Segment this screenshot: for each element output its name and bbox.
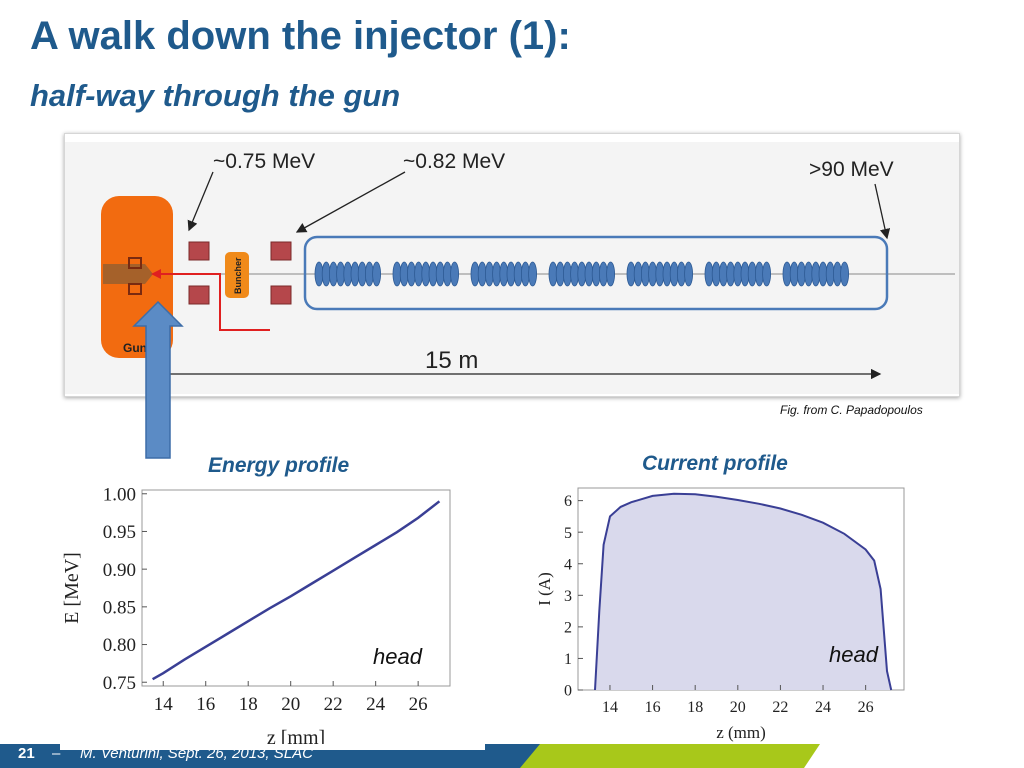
x-tick-label: 14 (154, 694, 174, 715)
x-tick-label: 26 (858, 699, 874, 716)
slide-title: A walk down the injector (1): (30, 14, 571, 58)
injector-diagram: Gun Buncher ~0.75 MeV ~0.82 MeV >90 MeV … (64, 133, 960, 397)
arrow-90 (874, 183, 891, 240)
cavity-cell (350, 261, 360, 287)
laser-path (155, 273, 270, 331)
cavity-cell (442, 261, 452, 287)
x-tick-label: 14 (602, 699, 618, 716)
magnet-1-bottom (188, 285, 210, 305)
x-tick-label: 24 (815, 699, 831, 716)
laser-arrowhead (151, 269, 161, 279)
label-90-mev: >90 MeV (809, 158, 894, 181)
energy-plot-title: Energy profile (208, 454, 350, 477)
buncher-label: Buncher (233, 257, 243, 294)
x-tick-label: 16 (196, 694, 215, 715)
footer-bar (0, 744, 820, 768)
y-tick-label: 0.90 (103, 560, 136, 581)
current-line (594, 492, 893, 691)
footer-separator: – (52, 745, 61, 762)
y-tick-label: 5 (564, 525, 572, 542)
length-label: 15 m (425, 347, 478, 374)
y-tick-label: 2 (564, 619, 572, 636)
magnet-1-top (188, 241, 210, 261)
linac-cavities (314, 261, 849, 287)
cavity-cell (343, 261, 353, 287)
y-axis-label: E [MeV] (61, 552, 83, 624)
x-tick-label: 22 (324, 694, 343, 715)
y-tick-label: 1 (564, 651, 572, 668)
x-axis-label: z (mm) (716, 723, 766, 742)
cavity-cell (506, 261, 516, 287)
y-tick-label: 0 (564, 683, 572, 700)
arrow-082 (295, 171, 406, 233)
gun-coil-top (128, 257, 142, 269)
cavity-cell (428, 261, 438, 287)
cavity-cell (528, 261, 538, 287)
current-profile-chart: 14 16 18 20 22 24 26 0 1 2 3 4 5 6 z (mm) I (A) head (535, 487, 905, 742)
magnet-2-bottom (270, 285, 292, 305)
cavity-cell (450, 261, 460, 287)
cavity-cell (606, 261, 615, 287)
gun-label: Gun (123, 341, 147, 355)
energy-profile-chart: 14 16 18 20 22 24 26 1.00 0.95 0.90 0.85 0.80 0.75 z … (61, 484, 451, 744)
y-tick-label: 0.75 (103, 673, 136, 694)
current-area-fill (595, 493, 892, 690)
y-tick-label: 1.00 (103, 484, 136, 505)
x-tick-label: 26 (409, 694, 428, 715)
y-tick-label: 6 (564, 493, 572, 510)
cavity-cell (684, 261, 693, 287)
magnet-2-top (270, 241, 292, 261)
x-tick-label: 18 (239, 694, 258, 715)
x-tick-label: 18 (687, 699, 703, 716)
focus-arrow (132, 300, 184, 459)
energy-line (151, 500, 441, 681)
head-annotation: head (373, 644, 423, 669)
linac-box (303, 235, 889, 311)
x-tick-label: 16 (645, 699, 661, 716)
page-number: 21 (18, 745, 35, 762)
cavity-cell (372, 261, 382, 287)
y-tick-label: 0.80 (103, 635, 136, 656)
x-tick-label: 20 (730, 699, 746, 716)
head-annotation: head (829, 642, 879, 667)
x-tick-label: 20 (281, 694, 300, 715)
current-plot-title: Current profile (642, 452, 788, 475)
x-tick-label: 24 (366, 694, 386, 715)
cavity-cell (328, 261, 338, 287)
cavity-cell (314, 261, 324, 287)
x-tick-label: 22 (772, 699, 788, 716)
cavity-cell (840, 261, 849, 287)
cavity-cell (392, 261, 402, 287)
label-075-mev: ~0.75 MeV (213, 150, 315, 173)
cavity-cell (762, 261, 771, 287)
slide-subtitle: half-way through the gun (30, 78, 401, 113)
figure-credit: Fig. from C. Papadopoulos (780, 403, 923, 417)
cavity-cell (421, 261, 431, 287)
cavity-cell (499, 261, 509, 287)
cavity-cell (470, 261, 480, 287)
cavity-cell (406, 261, 416, 287)
y-tick-label: 0.85 (103, 597, 136, 618)
cavity-cell (364, 261, 374, 287)
footer-overlay (60, 744, 485, 750)
y-axis-label: I (A) (535, 572, 554, 606)
y-tick-label: 3 (564, 588, 572, 605)
buncher (225, 252, 249, 298)
injector-diagram-svg: Gun Buncher ~0.75 MeV ~0.82 MeV >90 MeV … (65, 142, 959, 394)
label-082-mev: ~0.82 MeV (403, 150, 505, 173)
x-axis-label: z [mm] (267, 727, 325, 744)
arrow-075 (187, 171, 214, 232)
y-tick-label: 4 (564, 556, 572, 573)
cavity-cell (548, 261, 558, 287)
gun-coil-bottom (128, 283, 142, 295)
footer-text: M. Venturini, Sept. 26, 2013, SLAC (80, 745, 313, 762)
y-tick-label: 0.95 (103, 522, 136, 543)
cavity-cell (484, 261, 494, 287)
focus-arrow-shape (132, 300, 184, 459)
